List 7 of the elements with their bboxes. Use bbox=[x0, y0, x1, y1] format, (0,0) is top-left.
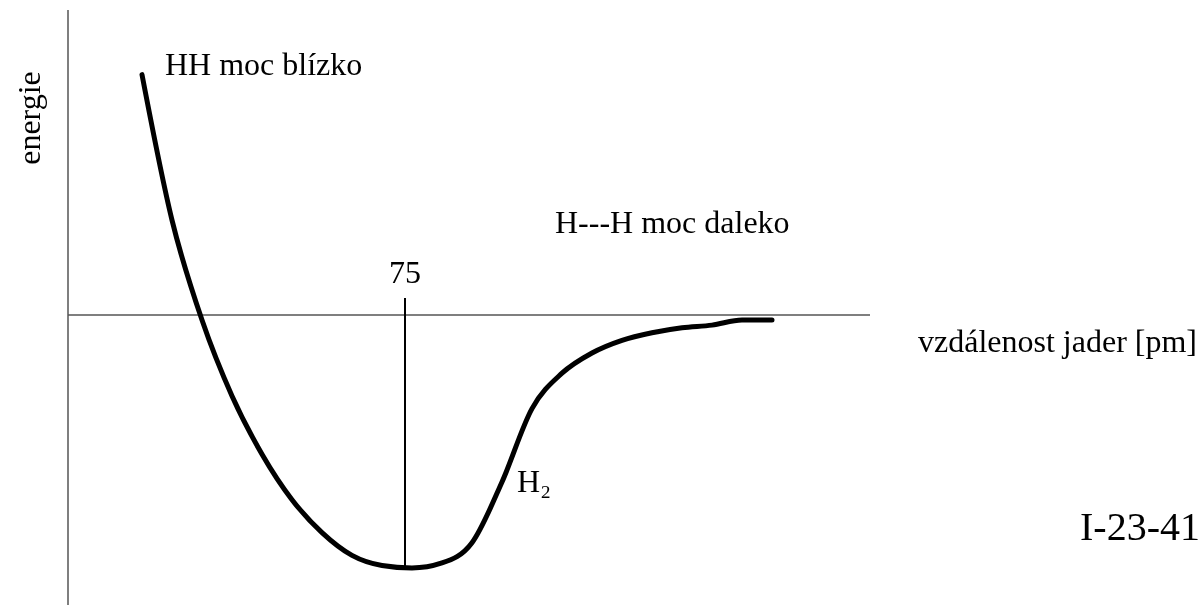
annotation: HH moc blízko bbox=[165, 46, 363, 82]
annotation: 75 bbox=[389, 254, 421, 290]
annotation: H₂ bbox=[517, 463, 552, 499]
annotation: H---H moc daleko bbox=[555, 204, 790, 240]
y-axis-title: energie bbox=[11, 71, 47, 165]
x-axis-title: vzdálenost jader [pm] bbox=[918, 323, 1197, 359]
text: I-23-41 bbox=[1080, 504, 1200, 549]
